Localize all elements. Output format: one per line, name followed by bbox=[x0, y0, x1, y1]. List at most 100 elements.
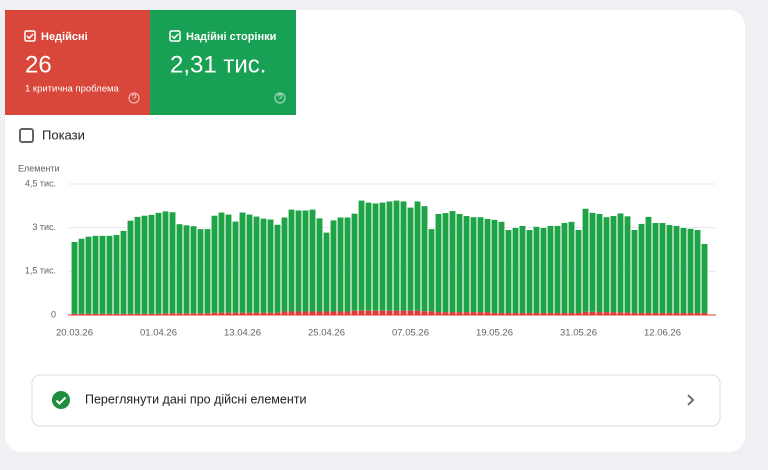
bar-segment bbox=[225, 312, 232, 315]
bar-segment bbox=[344, 217, 351, 312]
summary-tile bbox=[150, 10, 296, 115]
tile-checkbox bbox=[169, 30, 181, 42]
chevron bbox=[687, 394, 695, 406]
bar-segment bbox=[603, 217, 610, 313]
bar-segment bbox=[358, 310, 365, 315]
bar-segment bbox=[176, 313, 183, 315]
bar-segment bbox=[183, 225, 190, 314]
bar-segment bbox=[547, 312, 554, 315]
bar-segment bbox=[701, 243, 708, 313]
bar-segment bbox=[435, 213, 442, 313]
link-text[interactable]: Переглянути дані про дійсні елементи bbox=[85, 392, 306, 406]
bar-segment bbox=[505, 312, 512, 315]
bar-segment bbox=[554, 312, 561, 315]
bar-segment bbox=[365, 202, 372, 311]
bar-segment bbox=[113, 313, 120, 315]
bar-segment bbox=[288, 209, 295, 312]
bar-segment bbox=[99, 235, 106, 314]
bar-segment bbox=[449, 312, 456, 315]
bar-segment bbox=[176, 224, 183, 314]
bar-segment bbox=[281, 217, 288, 312]
help-mark bbox=[277, 93, 283, 100]
x-tick-label: 20.03.26 bbox=[56, 328, 93, 339]
bar-segment bbox=[533, 226, 540, 313]
bar-segment bbox=[232, 312, 239, 315]
bar-segment bbox=[624, 312, 631, 315]
bar-segment bbox=[393, 310, 400, 315]
bar-segment bbox=[638, 312, 645, 315]
bar-segment bbox=[477, 217, 484, 313]
bar-segment bbox=[78, 238, 85, 314]
bar-segment bbox=[239, 312, 246, 315]
bar-segment bbox=[470, 312, 477, 315]
bar-segment bbox=[477, 312, 484, 315]
bar-segment bbox=[260, 312, 267, 315]
bar-segment bbox=[295, 311, 302, 315]
bar-segment bbox=[414, 310, 421, 315]
bar-segment bbox=[239, 212, 246, 313]
bar-segment bbox=[666, 312, 673, 315]
toggle-label[interactable]: Покази bbox=[42, 127, 85, 142]
tile-corner bbox=[5, 10, 150, 115]
bar-segment bbox=[197, 313, 204, 315]
bar-segment bbox=[463, 312, 470, 315]
bar-segment bbox=[589, 311, 596, 315]
tile-title: Недійсні bbox=[41, 31, 88, 43]
bar-segment bbox=[323, 311, 330, 315]
bar-segment bbox=[71, 241, 78, 314]
bar-segment bbox=[274, 312, 281, 315]
tile-note: 1 критична проблема bbox=[25, 84, 120, 95]
bar-segment bbox=[575, 312, 582, 315]
bar-segment bbox=[491, 219, 498, 313]
bar-segment bbox=[456, 213, 463, 313]
bar-segment bbox=[526, 229, 533, 313]
bar-segment bbox=[554, 225, 561, 313]
link-row[interactable] bbox=[31, 374, 721, 427]
bar-segment bbox=[162, 211, 169, 314]
bar-segment bbox=[155, 313, 162, 315]
bar-segment bbox=[246, 214, 253, 313]
bar-segment bbox=[393, 200, 400, 311]
bar-segment bbox=[400, 201, 407, 311]
bar-segment bbox=[617, 312, 624, 315]
x-tick-label: 31.05.26 bbox=[560, 328, 597, 339]
bar-segment bbox=[638, 223, 645, 313]
bar-segment bbox=[386, 201, 393, 311]
bar-segment bbox=[701, 312, 708, 315]
bar-segment bbox=[421, 206, 428, 312]
bar-segment bbox=[603, 312, 610, 315]
bar-segment bbox=[428, 229, 435, 312]
bar-segment bbox=[540, 227, 547, 313]
bar-segment bbox=[204, 313, 211, 315]
bar-segment bbox=[596, 312, 603, 315]
bar-segment bbox=[498, 221, 505, 313]
y-axis-label: Елементи bbox=[18, 163, 60, 173]
bar-segment bbox=[428, 311, 435, 315]
bar-segment bbox=[463, 216, 470, 313]
y-tick-label: 1,5 тис. bbox=[25, 266, 56, 276]
bar-segment bbox=[680, 227, 687, 313]
bar-segment bbox=[190, 226, 197, 314]
bar-segment bbox=[659, 312, 666, 315]
bar-segment bbox=[673, 225, 680, 313]
bar-segment bbox=[85, 236, 92, 314]
bar-segment bbox=[519, 312, 526, 315]
bar-segment bbox=[267, 219, 274, 313]
bar-segment bbox=[253, 312, 260, 315]
bar-segment bbox=[673, 312, 680, 315]
ok-icon bbox=[52, 391, 70, 409]
tile-value: 2,31 тис. bbox=[170, 51, 266, 78]
bar-segment bbox=[372, 203, 379, 311]
bar-segment bbox=[295, 210, 302, 312]
bar-segment bbox=[631, 229, 638, 313]
toggle-checkbox[interactable] bbox=[19, 128, 34, 143]
bar-segment bbox=[211, 312, 218, 315]
bar-segment bbox=[365, 310, 372, 315]
bar-segment bbox=[596, 213, 603, 313]
bar-segment bbox=[246, 312, 253, 315]
bar-segment bbox=[309, 311, 316, 315]
bar-segment bbox=[190, 313, 197, 315]
bar-segment bbox=[470, 217, 477, 313]
ok-check bbox=[55, 396, 67, 405]
